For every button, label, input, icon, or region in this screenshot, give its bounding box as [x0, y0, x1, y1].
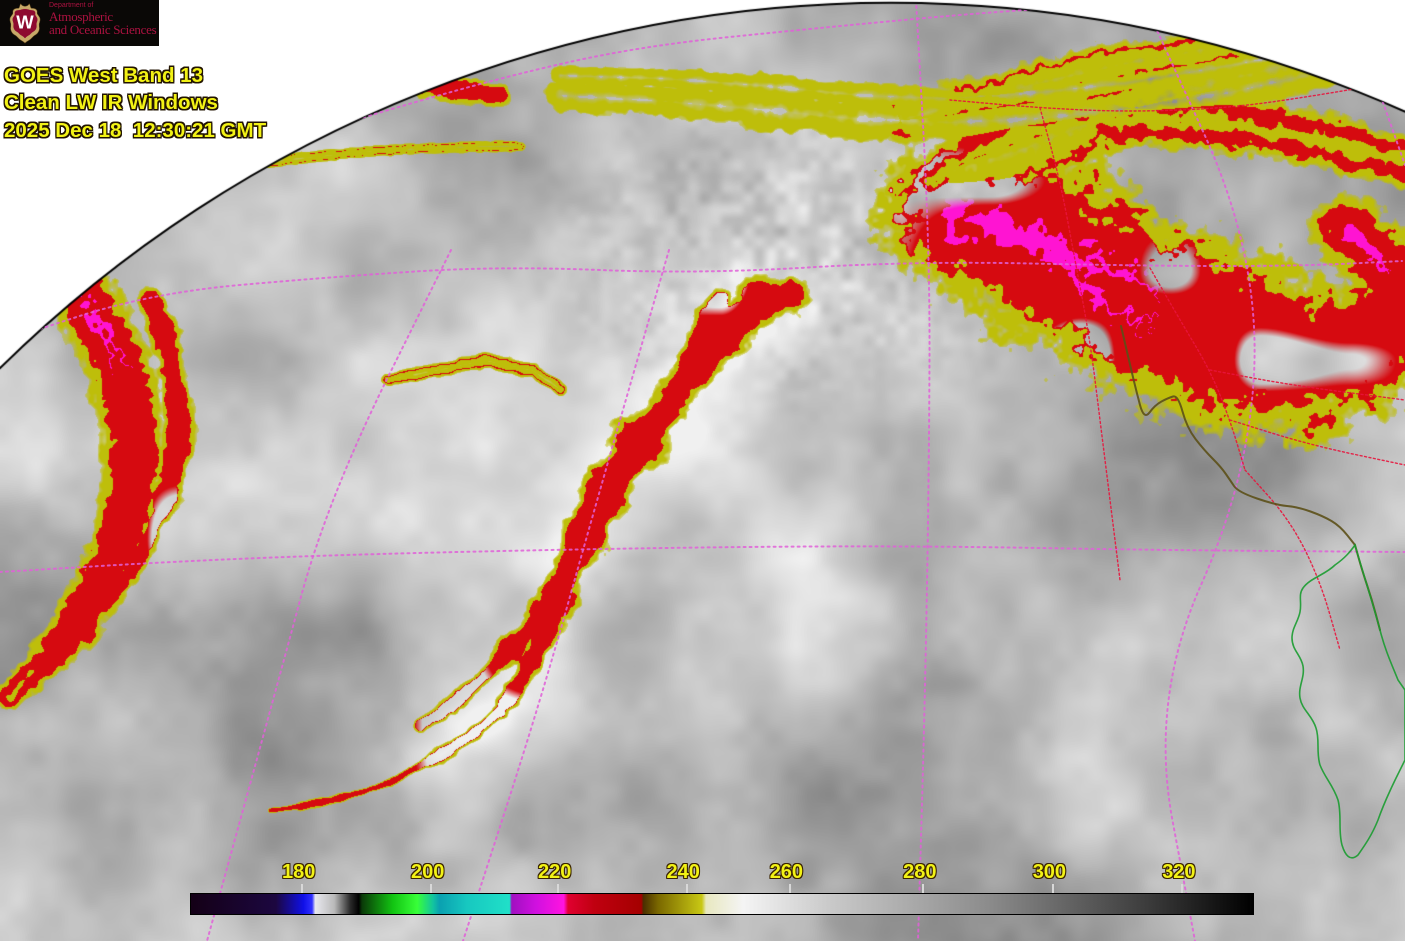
svg-text:W: W: [16, 11, 34, 32]
